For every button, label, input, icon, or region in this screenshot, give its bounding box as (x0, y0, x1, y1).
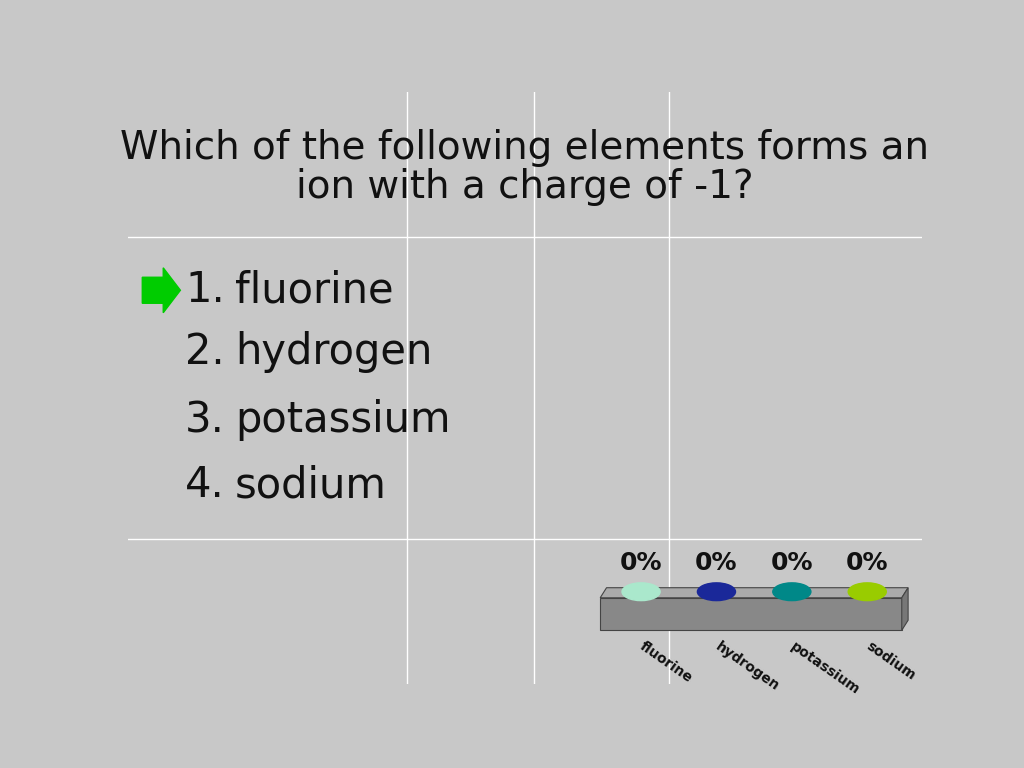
Text: 4.: 4. (185, 465, 225, 506)
Text: fluorine: fluorine (236, 270, 394, 311)
Text: 0%: 0% (695, 551, 737, 575)
Ellipse shape (848, 583, 887, 601)
Text: 0%: 0% (771, 551, 813, 575)
Ellipse shape (697, 583, 735, 601)
Text: hydrogen: hydrogen (236, 331, 432, 373)
Text: 1.: 1. (185, 270, 225, 311)
Text: 2.: 2. (185, 331, 224, 373)
Text: Which of the following elements forms an: Which of the following elements forms an (120, 129, 930, 167)
Text: fluorine: fluorine (637, 639, 695, 686)
Polygon shape (142, 268, 180, 313)
Ellipse shape (622, 583, 660, 601)
Text: 0%: 0% (846, 551, 889, 575)
Text: sodium: sodium (863, 639, 918, 683)
Text: ion with a charge of -1?: ion with a charge of -1? (296, 167, 754, 206)
Ellipse shape (773, 583, 811, 601)
Polygon shape (902, 588, 908, 631)
Text: potassium: potassium (787, 639, 862, 697)
Polygon shape (600, 588, 908, 598)
Text: sodium: sodium (236, 465, 387, 506)
Text: hydrogen: hydrogen (713, 639, 781, 694)
Text: potassium: potassium (236, 399, 451, 442)
Text: 0%: 0% (620, 551, 663, 575)
Text: 3.: 3. (185, 399, 225, 442)
Polygon shape (600, 598, 902, 631)
